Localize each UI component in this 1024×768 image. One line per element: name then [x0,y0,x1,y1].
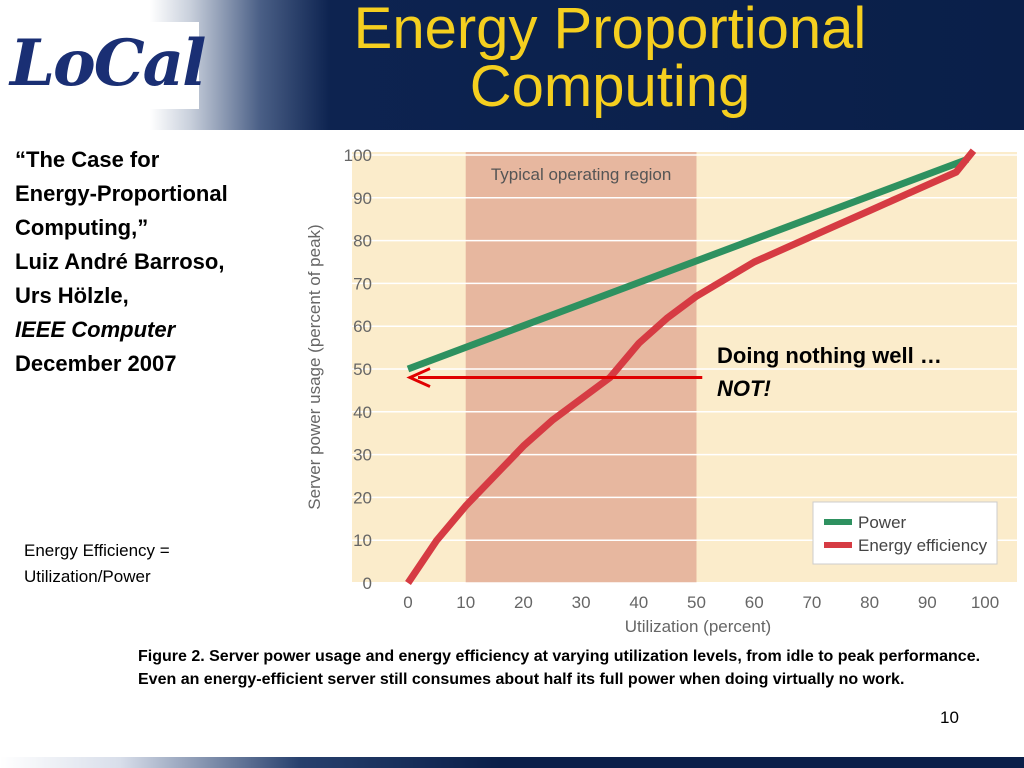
page-number: 10 [940,708,959,727]
series-line [406,156,969,373]
arrow-head [406,367,431,388]
annotation-line-2: NOT! [717,376,771,401]
title-line-2: Computing [469,54,751,119]
x-axis-label: Utilization (percent) [625,617,771,636]
slide-title: Energy Proportional Computing [285,0,935,116]
y-tick-label: 50 [353,360,372,379]
paper-reference: “The Case for Energy-Proportional Comput… [15,143,305,381]
x-tick-label: 50 [687,593,706,612]
y-tick-label: 10 [353,531,372,550]
formula-line: Utilization/Power [24,567,151,586]
y-tick-label: 30 [353,446,372,465]
legend-label-efficiency: Energy efficiency [858,536,988,555]
x-tick-label: 90 [918,593,937,612]
y-axis-ticks: 0 10 20 30 40 50 60 70 80 90 100 [344,146,372,593]
reference-line: December 2007 [15,351,177,376]
y-tick-label: 0 [363,574,372,593]
y-tick-label: 90 [353,189,372,208]
title-line-1: Energy Proportional [353,0,867,61]
region-label: Typical operating region [491,165,672,184]
footer-bar [0,757,1024,768]
reference-line: “The Case for [15,147,160,172]
logo-text: LoCal [10,26,206,101]
series-lines [405,148,977,585]
x-tick-label: 0 [403,593,412,612]
chart-legend: Power Energy efficiency [812,501,998,565]
y-tick-label: 80 [353,232,372,251]
typical-operating-region [465,152,697,583]
reference-line: Energy-Proportional [15,181,228,206]
legend-label-power: Power [858,513,907,532]
y-tick-label: 20 [353,488,372,507]
reference-journal: IEEE Computer [15,317,176,342]
y-tick-label: 40 [353,403,372,422]
formula-line: Energy Efficiency = [24,541,170,560]
annotation-line-1: Doing nothing well … [717,343,942,368]
x-tick-label: 10 [456,593,475,612]
annotation-arrow [406,367,703,388]
efficiency-formula: Energy Efficiency = Utilization/Power [24,538,170,590]
power-efficiency-chart: Typical operating region 0 10 20 30 40 50 60 70… [305,146,1017,636]
y-tick-label: 100 [344,146,372,165]
y-axis-label: Server power usage (percent of peak) [305,224,324,509]
local-logo: LoCal [10,22,206,109]
x-tick-label: 20 [514,593,533,612]
x-tick-label: 70 [802,593,821,612]
x-tick-label: 60 [745,593,764,612]
x-tick-label: 100 [971,593,999,612]
reference-line: Computing,” [15,215,149,240]
x-tick-label: 40 [629,593,648,612]
series-line [405,148,977,585]
x-axis-ticks: 0 10 20 30 40 50 60 70 80 90 100 [403,593,999,612]
slide-header: LoCal Energy Proportional Computing [0,0,1024,130]
figure-caption: Figure 2. Server power usage and energy … [138,648,981,688]
reference-line: Urs Hölzle, [15,283,129,308]
x-tick-label: 80 [860,593,879,612]
legend-box [812,501,998,565]
x-tick-label: 30 [572,593,591,612]
y-tick-label: 60 [353,317,372,336]
reference-line: Luiz André Barroso, [15,249,225,274]
y-tick-label: 70 [353,274,372,293]
